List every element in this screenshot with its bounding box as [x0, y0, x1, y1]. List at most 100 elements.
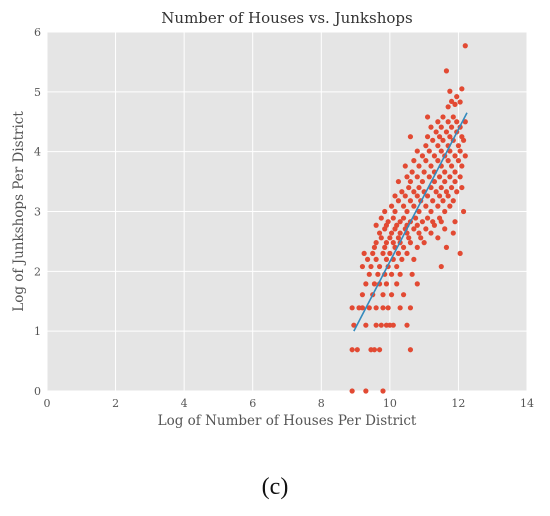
data-point [414, 148, 420, 154]
y-tick-label: 0 [34, 385, 41, 398]
x-tick-label: 4 [181, 397, 188, 410]
data-point [404, 208, 410, 215]
data-point [366, 305, 372, 311]
data-point [428, 208, 434, 215]
data-point [445, 104, 451, 110]
data-point [351, 322, 357, 328]
data-point [438, 263, 444, 270]
data-point [402, 193, 408, 199]
data-point [445, 119, 451, 125]
data-point [443, 129, 450, 135]
panel-caption: (c) [261, 474, 289, 500]
data-point [454, 189, 460, 195]
data-point [448, 184, 455, 191]
data-point [373, 322, 379, 328]
data-point [388, 230, 395, 236]
data-point [414, 174, 420, 180]
fit-line [353, 112, 468, 332]
x-tick-label: 6 [249, 397, 256, 410]
data-point [431, 153, 438, 159]
x-tick-label: 2 [112, 397, 119, 410]
data-point [436, 134, 443, 140]
data-point [371, 347, 378, 353]
x-axis-label: Log of Number of Houses Per District [158, 413, 417, 429]
data-point [394, 263, 400, 270]
data-point [411, 226, 417, 232]
x-tick-label: 12 [451, 397, 465, 410]
data-point [443, 189, 450, 195]
data-point [404, 322, 410, 328]
data-point [402, 163, 408, 169]
data-points [349, 43, 468, 394]
data-point [378, 215, 384, 221]
data-point [375, 271, 381, 277]
data-point [388, 271, 395, 277]
data-point [447, 174, 453, 180]
data-point [424, 114, 431, 120]
data-point [394, 222, 400, 228]
data-point [390, 322, 396, 328]
data-point [373, 305, 379, 311]
data-point [450, 230, 456, 236]
data-point [380, 250, 386, 256]
y-tick-label: 1 [34, 325, 41, 338]
data-point [400, 244, 407, 250]
data-point [435, 203, 441, 209]
data-point [383, 281, 390, 287]
data-point [416, 184, 422, 191]
data-point [423, 226, 429, 232]
data-point [421, 240, 427, 246]
data-point [412, 215, 419, 221]
data-point [349, 388, 355, 394]
data-point [460, 208, 467, 215]
data-point [459, 86, 465, 92]
data-point [388, 203, 395, 209]
data-point [447, 134, 453, 140]
data-point [455, 143, 462, 149]
data-point [392, 208, 398, 215]
data-point [438, 184, 444, 191]
data-point [459, 163, 465, 169]
data-point [407, 198, 414, 204]
fit-line-group [353, 112, 468, 332]
data-point [435, 235, 441, 241]
data-point [436, 215, 443, 221]
x-tick-label: 10 [383, 397, 397, 410]
y-tick-label: 3 [34, 206, 41, 219]
data-point [371, 244, 378, 250]
data-point [397, 305, 403, 311]
data-point [423, 203, 429, 209]
data-point [361, 250, 367, 256]
data-point [419, 178, 426, 185]
data-point [363, 281, 369, 287]
data-point [440, 198, 446, 204]
y-tick-label: 2 [34, 265, 41, 278]
data-point [407, 305, 414, 311]
data-point [378, 322, 384, 328]
data-point [419, 153, 426, 159]
data-point [392, 193, 398, 199]
data-point [447, 203, 453, 209]
data-point [363, 322, 369, 328]
data-point [390, 240, 396, 246]
data-point [428, 124, 434, 130]
data-point [395, 198, 402, 204]
data-point [431, 178, 438, 185]
data-point [433, 129, 439, 135]
data-point [416, 163, 422, 169]
data-point [426, 174, 432, 180]
data-point [430, 137, 436, 143]
data-point [419, 219, 426, 225]
data-point [406, 184, 412, 191]
data-point [382, 244, 388, 250]
data-point [411, 203, 417, 209]
data-point [428, 230, 434, 236]
data-point [455, 158, 462, 164]
data-point [359, 292, 366, 298]
data-point [387, 250, 393, 256]
data-point [435, 143, 441, 149]
data-point [364, 256, 371, 262]
x-tick-label: 0 [44, 397, 51, 410]
data-point [404, 174, 410, 180]
